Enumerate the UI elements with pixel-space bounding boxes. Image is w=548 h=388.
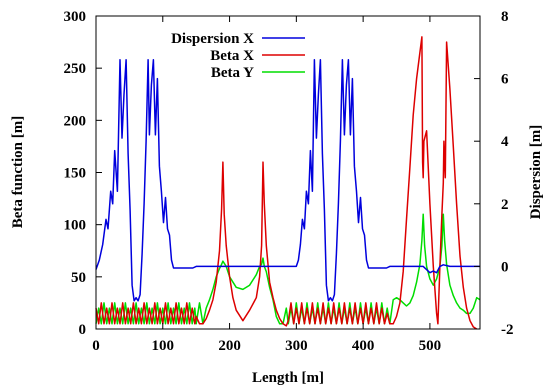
y-left-tick-label: 150 bbox=[64, 166, 87, 182]
series-line-beta-x bbox=[95, 36, 478, 330]
y-left-tick-label: 0 bbox=[79, 322, 87, 338]
x-tick-label: 0 bbox=[92, 338, 100, 354]
y-axis-left-label: Beta function [m] bbox=[10, 116, 26, 229]
x-tick-label: 500 bbox=[419, 338, 442, 354]
x-tick-label: 100 bbox=[152, 338, 175, 354]
legend-label: Dispersion X bbox=[171, 31, 254, 47]
y-right-tick-label: 6 bbox=[501, 72, 509, 88]
x-axis-label: Length [m] bbox=[252, 370, 324, 386]
y-left-tick-label: 300 bbox=[64, 9, 87, 25]
y-right-tick-label: -2 bbox=[501, 322, 514, 338]
x-tick-label: 200 bbox=[218, 338, 241, 354]
y-right-tick-label: 8 bbox=[501, 9, 509, 25]
x-tick-label: 300 bbox=[285, 338, 308, 354]
series-layer bbox=[95, 36, 481, 330]
y-right-tick-label: 4 bbox=[501, 134, 509, 150]
y-right-tick-label: 0 bbox=[501, 259, 509, 275]
y-left-tick-label: 200 bbox=[64, 113, 87, 129]
y-left-tick-label: 250 bbox=[64, 61, 87, 77]
y-left-tick-label: 50 bbox=[71, 270, 86, 286]
legend-label: Beta X bbox=[210, 48, 254, 64]
legend-label: Beta Y bbox=[211, 65, 254, 81]
x-tick-label: 400 bbox=[352, 338, 375, 354]
y-axis-right-label: Dispersion [m] bbox=[528, 125, 544, 220]
y-left-tick-label: 100 bbox=[64, 218, 87, 234]
ticks-layer: 0 100 200 300 400 500 0 50 100 150 200 250 300 -2 0 2 4 6… bbox=[64, 9, 514, 354]
series-line-dispersion-x bbox=[95, 59, 480, 302]
y-right-tick-label: 2 bbox=[501, 197, 509, 213]
